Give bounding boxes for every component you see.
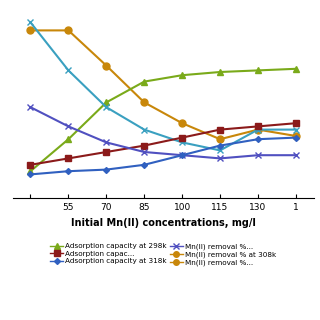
Legend: Adsorption capacity at 298k, Adsorption capac..., Adsorption capacity at 318k, M: Adsorption capacity at 298k, Adsorption …	[47, 240, 279, 269]
X-axis label: Initial Mn(II) concentrations, mg/l: Initial Mn(II) concentrations, mg/l	[71, 218, 256, 228]
